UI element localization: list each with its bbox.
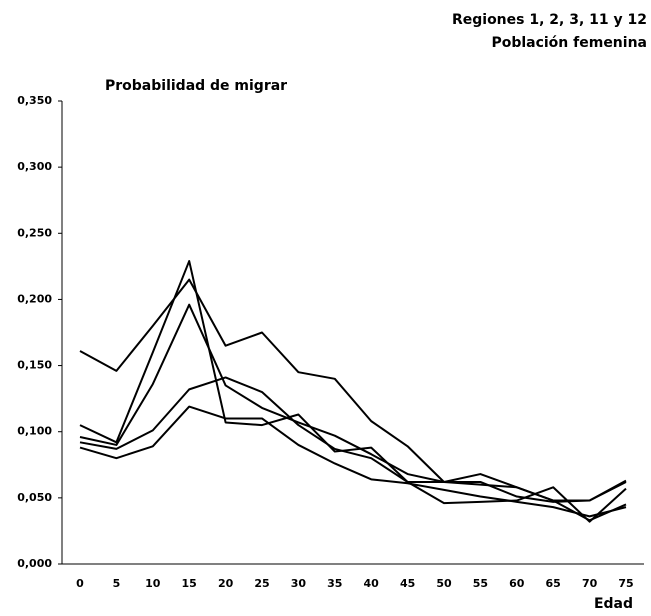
x-tick-label: 65 [546,577,561,590]
x-tick-label: 0 [76,577,84,590]
y-tick-label: 0,250 [17,226,52,239]
line-series [79,376,627,503]
y-tick-label: 0,350 [17,94,52,107]
y-tick-label: 0,000 [17,557,52,570]
line-series [79,303,627,502]
y-tick-label: 0,050 [17,491,52,504]
x-tick-label: 45 [400,577,415,590]
x-tick-label: 35 [327,577,342,590]
line-series [79,278,627,522]
x-tick-label: 30 [291,577,307,590]
y-tick-label: 0,150 [17,359,52,372]
x-tick-label: 20 [218,577,234,590]
x-tick-label: 40 [364,577,380,590]
x-tick-label: 75 [618,577,633,590]
x-tick-label: 60 [509,577,525,590]
chart-subtitle: Probabilidad de migrar [105,78,287,94]
chart-title: Regiones 1, 2, 3, 11 y 12 [452,12,647,28]
y-tick-label: 0,300 [17,160,52,173]
x-tick-label: 10 [145,577,161,590]
x-tick-label: 50 [436,577,452,590]
x-tick-label: 15 [182,577,197,590]
line-series [79,405,627,518]
y-tick-label: 0,200 [17,292,52,305]
y-tick-label: 0,100 [17,425,52,438]
x-axis-label: Edad [594,596,633,612]
chart-title: Población femenina [491,35,647,51]
x-tick-label: 5 [113,577,121,590]
x-tick-label: 70 [582,577,598,590]
line-series [79,260,627,523]
x-tick-label: 55 [473,577,488,590]
x-tick-label: 25 [254,577,269,590]
